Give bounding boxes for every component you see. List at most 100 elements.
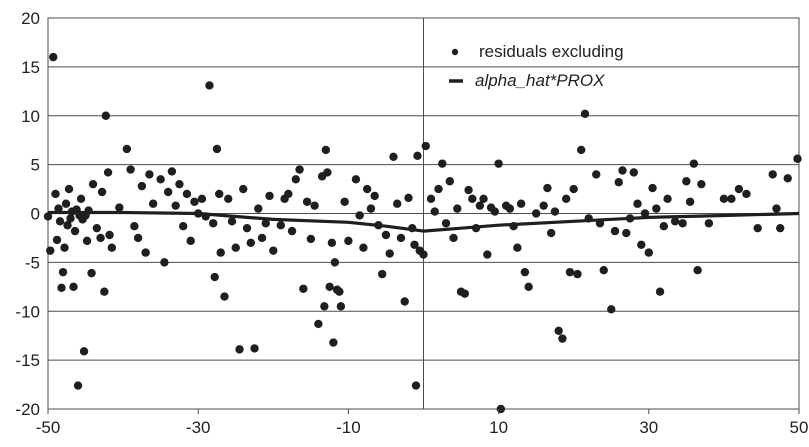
data-point [434,184,443,194]
data-point [163,187,173,197]
data-point [494,159,503,168]
data-point [410,240,419,249]
data-point [66,214,75,223]
data-point [753,223,762,233]
data-point [54,204,63,213]
data-point [351,175,361,184]
data-point [719,194,729,204]
data-point [742,189,751,199]
data-point [453,204,462,213]
data-point [685,197,695,206]
data-point [63,221,72,230]
data-point [242,223,252,233]
data-point [246,238,255,248]
data-point [554,326,563,335]
data-point [652,204,661,213]
data-point [419,250,428,259]
data-point [58,267,68,277]
data-point [205,81,214,90]
data-point [57,283,66,292]
data-point [381,230,391,240]
data-point [776,223,785,233]
data-point [100,287,109,296]
data-point [411,381,421,390]
data-point [768,170,777,179]
data-point [693,265,702,275]
x-tick-label: -50 [36,418,61,437]
data-point [265,191,274,201]
data-point [558,334,567,343]
data-point [55,217,65,226]
data-point [314,319,323,329]
data-point [61,199,71,208]
data-point [186,236,195,246]
points-layer [43,52,802,414]
data-point [573,269,582,279]
data-point [546,228,556,238]
data-point [441,219,451,228]
data-point [60,243,69,252]
data-point [413,151,422,161]
y-tick-label: 0 [31,205,40,224]
y-tick-label: -5 [25,253,40,272]
data-point [565,267,575,277]
data-point [115,203,124,212]
data-point [210,272,219,282]
data-point [175,179,184,189]
data-point [595,219,605,228]
data-point [84,206,93,215]
data-point [330,258,340,267]
data-point [393,199,402,208]
data-point [327,238,337,248]
data-point [46,246,55,255]
data-point [148,199,158,208]
data-point [449,233,458,243]
data-point [340,197,349,206]
data-point [610,226,620,236]
data-point [43,212,53,221]
data-point [276,221,286,230]
data-point [212,144,222,154]
data-point [299,284,308,293]
data-point [122,144,132,154]
data-point [377,269,387,279]
legend-label-residuals: residuals excluding [479,42,624,61]
data-point [284,189,293,199]
data-point [323,168,332,177]
data-point [306,234,316,244]
x-tick-label: 10 [489,418,508,437]
data-point [543,183,552,193]
data-point [430,207,439,216]
data-point [197,194,207,204]
data-point [79,347,89,356]
data-point [190,197,199,206]
x-tick-label: -10 [336,418,361,437]
data-point [269,246,278,255]
data-point [88,179,98,189]
data-point [697,179,706,189]
data-point [370,191,379,201]
data-point [460,289,470,298]
data-point [389,152,398,162]
data-point [137,181,147,191]
data-point [87,268,96,278]
data-point [614,178,623,187]
data-point [209,219,218,228]
data-point [336,302,346,311]
data-point [220,292,229,301]
data-point [329,338,338,347]
x-tick-label: 30 [639,418,658,437]
data-point [295,165,304,174]
data-point [524,282,533,292]
data-point [141,248,150,257]
legend-label-alpha: alpha_hat*PROX [475,71,605,90]
data-point [160,258,169,267]
data-point [396,233,406,243]
data-point [239,184,248,194]
data-point [637,240,646,249]
data-point [167,167,177,176]
x-tick-label: -30 [186,418,211,437]
data-point [678,219,687,228]
data-point [64,184,74,194]
